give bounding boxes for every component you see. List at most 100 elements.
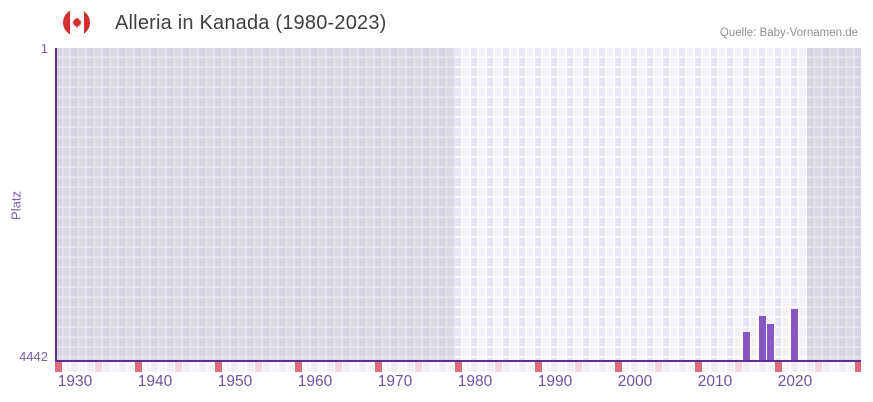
strip-cell <box>703 362 710 372</box>
strip-cell <box>671 362 678 372</box>
flag-red-band-right <box>83 9 90 36</box>
strip-cell <box>311 362 318 372</box>
strip-cell <box>639 362 646 372</box>
strip-cell <box>71 362 78 372</box>
strip-cell <box>223 362 230 372</box>
strip-cell <box>647 362 654 372</box>
strip-cell <box>759 362 766 372</box>
strip-cell <box>687 362 694 372</box>
strip-cell <box>735 362 742 372</box>
rank-bar-2020[interactable] <box>791 309 798 360</box>
strip-cell <box>543 362 550 372</box>
strip-cell <box>415 362 422 372</box>
strip-cell <box>271 362 278 372</box>
x-tick-label-1930: 1930 <box>57 373 93 390</box>
strip-cell <box>559 362 566 372</box>
flag-center <box>69 9 84 36</box>
out-of-range-shade-right <box>807 48 861 360</box>
strip-cell <box>511 362 518 372</box>
maple-leaf-icon <box>71 16 82 29</box>
strip-cell <box>383 362 390 372</box>
x-tick-label-1940: 1940 <box>137 373 173 390</box>
strip-cell <box>823 362 830 372</box>
strip-cell <box>63 362 70 372</box>
strip-cell <box>479 362 486 372</box>
strip-cell <box>351 362 358 372</box>
strip-cell <box>575 362 582 372</box>
x-tick-label-2000: 2000 <box>617 373 653 390</box>
strip-cell <box>807 362 814 372</box>
strip-cell <box>655 362 662 372</box>
strip-cell <box>767 362 774 372</box>
strip-cell <box>327 362 334 372</box>
strip-cell <box>679 362 686 372</box>
strip-cell <box>119 362 126 372</box>
canada-flag-icon <box>63 9 90 36</box>
strip-cell <box>615 362 622 372</box>
strip-cell <box>431 362 438 372</box>
strip-cell <box>399 362 406 372</box>
strip-cell <box>207 362 214 372</box>
strip-cell <box>159 362 166 372</box>
strip-cell <box>775 362 782 372</box>
flag-red-band-left <box>63 9 70 36</box>
strip-cell <box>455 362 462 372</box>
strip-cell <box>191 362 198 372</box>
strip-cell <box>335 362 342 372</box>
strip-cell <box>791 362 798 372</box>
chart-title: Alleria in Kanada (1980-2023) <box>115 12 387 34</box>
strip-cell <box>839 362 846 372</box>
strip-cell <box>815 362 822 372</box>
strip-cell <box>87 362 94 372</box>
strip-cell <box>407 362 414 372</box>
strip-cell <box>279 362 286 372</box>
strip-cell <box>583 362 590 372</box>
axis-strip <box>55 362 861 372</box>
strip-cell <box>79 362 86 372</box>
strip-cell <box>695 362 702 372</box>
strip-cell <box>503 362 510 372</box>
strip-cell <box>519 362 526 372</box>
x-tick-label-2020: 2020 <box>777 373 813 390</box>
plot-area <box>55 48 861 362</box>
strip-cell <box>631 362 638 372</box>
rank-bar-2014[interactable] <box>743 332 750 360</box>
strip-cell <box>367 362 374 372</box>
strip-cell <box>743 362 750 372</box>
strip-cell <box>471 362 478 372</box>
y-axis-title: Platz <box>8 191 24 220</box>
strip-cell <box>447 362 454 372</box>
strip-cell <box>391 362 398 372</box>
strip-cell <box>527 362 534 372</box>
strip-cell <box>607 362 614 372</box>
strip-cell <box>727 362 734 372</box>
strip-cell <box>359 362 366 372</box>
strip-cell <box>263 362 270 372</box>
x-tick-label-1980: 1980 <box>457 373 493 390</box>
x-tick-label-2010: 2010 <box>697 373 733 390</box>
strip-cell <box>551 362 558 372</box>
strip-cell <box>55 362 62 372</box>
strip-cell <box>167 362 174 372</box>
strip-cell <box>95 362 102 372</box>
strip-cell <box>247 362 254 372</box>
y-axis-min-label: 4442 <box>19 349 48 364</box>
x-tick-label-1950: 1950 <box>217 373 253 390</box>
strip-cell <box>439 362 446 372</box>
strip-cell <box>127 362 134 372</box>
y-axis-max-label: 1 <box>40 41 48 56</box>
strip-cell <box>623 362 630 372</box>
strip-cell <box>855 362 861 372</box>
strip-cell <box>751 362 758 372</box>
strip-cell <box>711 362 718 372</box>
rank-bar-2016[interactable] <box>759 316 766 360</box>
strip-cell <box>375 362 382 372</box>
x-tick-label-1990: 1990 <box>537 373 573 390</box>
strip-cell <box>295 362 302 372</box>
rank-bar-2017[interactable] <box>767 324 774 360</box>
strip-cell <box>599 362 606 372</box>
strip-cell <box>151 362 158 372</box>
strip-cell <box>183 362 190 372</box>
strip-cell <box>487 362 494 372</box>
